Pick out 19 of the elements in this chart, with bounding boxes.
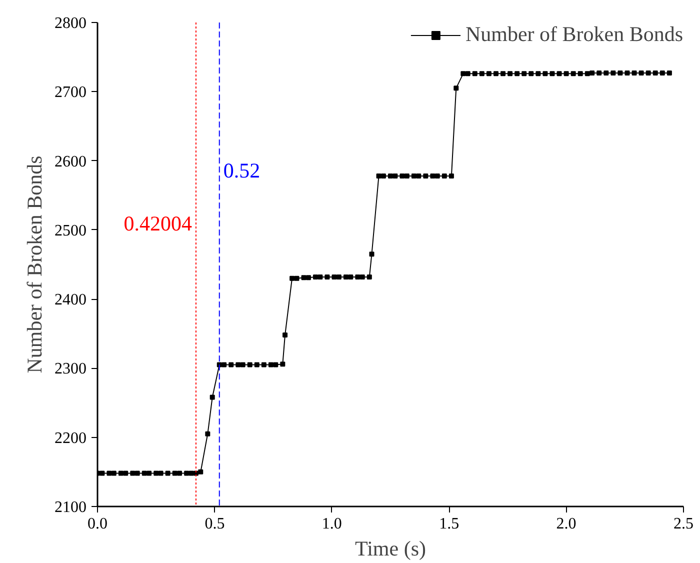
x-tick-label: 2.0 [556,516,576,532]
x-axis-title: Time (s) [355,536,426,560]
y-tick-label: 2600 [54,153,86,170]
y-tick-label: 2400 [54,292,86,309]
x-tick-label: 1.5 [439,516,460,532]
y-tick-label: 2300 [54,360,86,378]
x-tick-label: 0.0 [88,516,108,532]
x-tick-label: 0.5 [204,516,225,532]
x-tick-label: 1.0 [322,516,342,532]
y-tick-label: 2200 [54,430,86,447]
y-tick-label: 2800 [54,15,86,32]
y-tick-label: 2700 [54,84,86,102]
y-axis-title: Number of Broken Bonds [22,156,46,374]
y-tick-label: 2100 [54,499,86,516]
ref-line-label: 0.42004 [124,212,192,236]
y-tick-label: 2500 [54,222,86,240]
x-tick-label: 2.5 [674,516,694,532]
ref-line-label: 0.52 [223,158,260,182]
legend-label: Number of Broken Bonds [465,22,683,47]
